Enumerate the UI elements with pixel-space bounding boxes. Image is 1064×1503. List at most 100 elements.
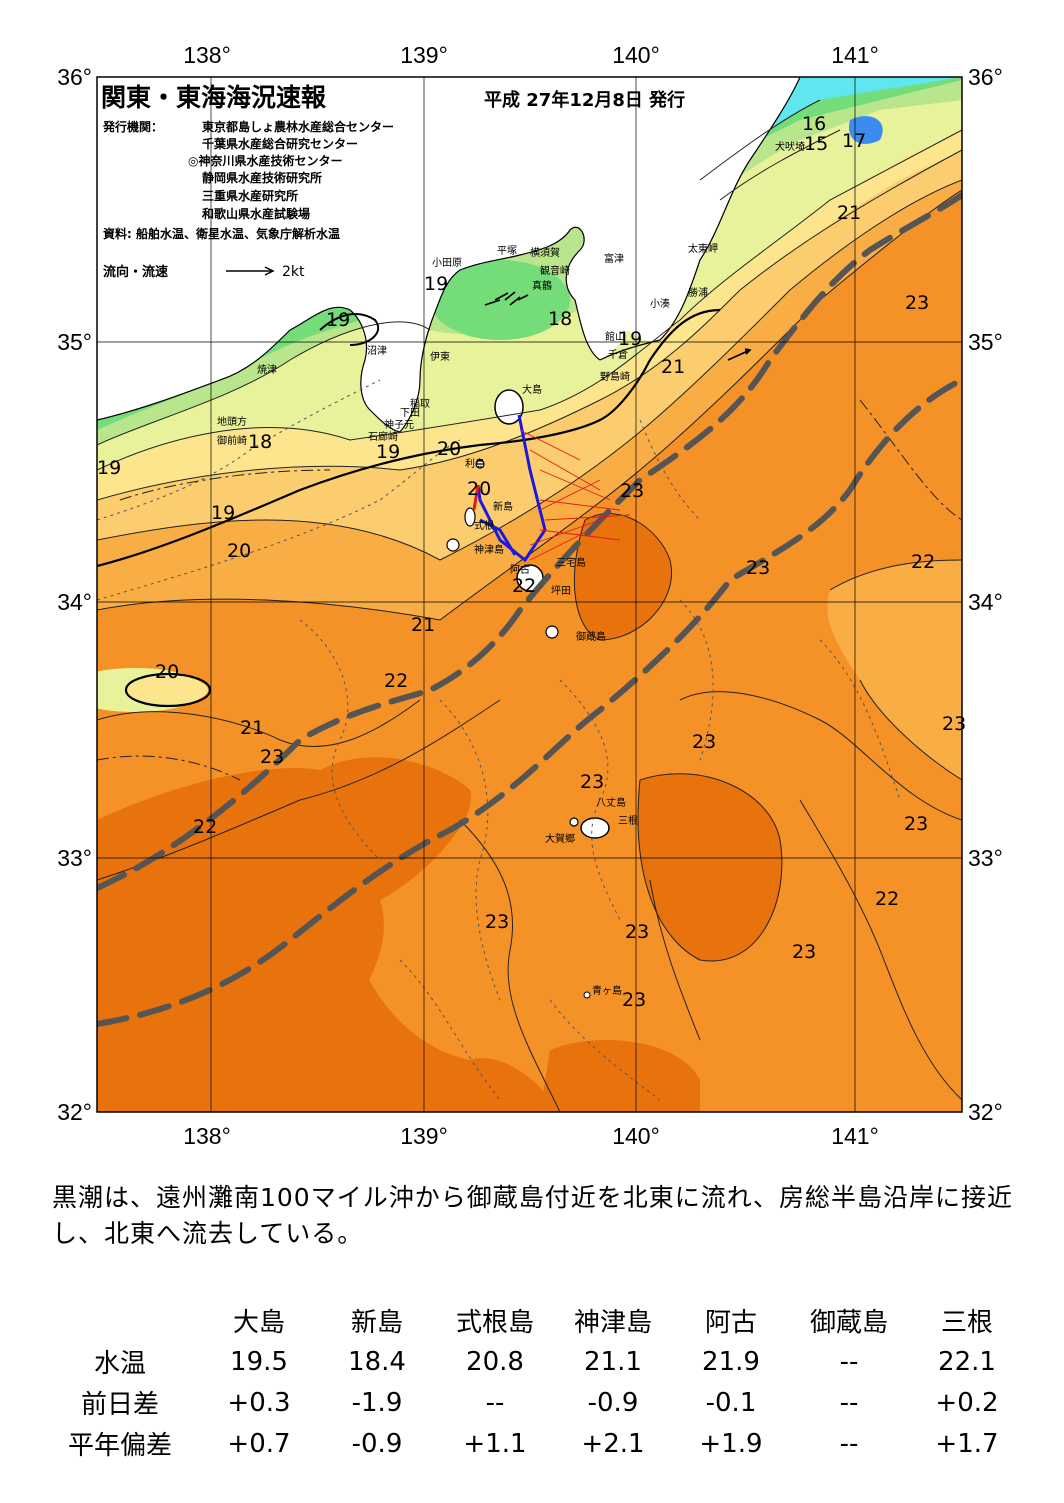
publishers-label: 発行機関： xyxy=(102,119,163,134)
place-toshima: 利島 xyxy=(465,457,485,470)
isotherm-label: 18 xyxy=(548,308,572,330)
isotherm-label: 23 xyxy=(904,813,928,835)
station-header-row: 大島 新島 式根島 神津島 阿古 御蔵島 三根 xyxy=(40,1300,1026,1341)
isotherm-label: 15 xyxy=(804,133,828,155)
lat-left-35: 35° xyxy=(57,329,92,355)
table-cell: +0.3 xyxy=(227,1387,291,1418)
corner-cell xyxy=(40,1300,200,1341)
place-katsuura: 勝浦 xyxy=(688,286,708,299)
kuroshio-summary: 黒潮は、遠州灘南100マイル沖から御蔵島付近を北東に流れ、房総半島沿岸に接近し、… xyxy=(52,1183,1013,1248)
place-inubosaki: 犬吠埼 xyxy=(775,140,805,153)
lon-bottom-138: 138° xyxy=(183,1123,231,1149)
isotherm-label: 23 xyxy=(942,713,966,735)
place-futtsu: 富津 xyxy=(604,252,624,265)
lon-bottom-139: 139° xyxy=(400,1123,448,1149)
isotherm-label: 21 xyxy=(240,717,264,739)
isotherm-label: 18 xyxy=(248,431,272,453)
isotherm-label: 23 xyxy=(746,557,770,579)
place-miyakejima: 三宅島 xyxy=(556,556,586,569)
lon-bottom-141: 141° xyxy=(831,1123,879,1149)
place-taitomisaki: 太東岬 xyxy=(688,242,718,255)
place-yaizu: 焼津 xyxy=(257,364,277,376)
place-yokosuka: 横須賀 xyxy=(530,246,560,259)
isotherm-label: 21 xyxy=(837,202,861,224)
isotherm-label: 20 xyxy=(155,661,179,683)
place-chikura: 千倉 xyxy=(608,348,628,361)
isotherm-label: 23 xyxy=(260,746,284,768)
isotherm-label: 16 xyxy=(802,113,826,135)
lat-right-36: 36° xyxy=(968,64,1003,90)
place-kominato: 小湊 xyxy=(650,297,670,310)
publisher-5: 三重県水産研究所 xyxy=(202,188,298,203)
observation-table: 大島 新島 式根島 神津島 阿古 御蔵島 三根 水温 19.5 18.4 20.… xyxy=(40,1300,1026,1464)
lon-bottom-140: 140° xyxy=(612,1123,660,1149)
isotherm-label: 20 xyxy=(227,540,251,562)
isotherm-label: 23 xyxy=(792,941,816,963)
isotherm-label: 23 xyxy=(625,921,649,943)
lon-top-138: 138° xyxy=(183,42,231,68)
publisher-4: 静岡県水産技術研究所 xyxy=(202,170,322,185)
place-names: 犬吠埼 太東岬 勝浦 小湊 館山 千倉 野島崎 富津 横須賀 観音崎 平塚 小田… xyxy=(217,140,805,997)
lat-left-32: 32° xyxy=(57,1099,92,1125)
row-label: 水温 xyxy=(93,1349,146,1379)
place-manazuru: 真鶴 xyxy=(532,279,552,292)
isotherm-label: 21 xyxy=(411,614,435,636)
station-name: 神津島 xyxy=(573,1308,652,1338)
flow-legend-label: 流向・流速 xyxy=(103,264,168,280)
table-cell: -- xyxy=(839,1428,859,1459)
isotherm-label: 23 xyxy=(580,771,604,793)
table-cell: -- xyxy=(839,1387,859,1418)
row-label: 平年偏差 xyxy=(67,1431,172,1461)
place-ako: 阿古 xyxy=(510,563,530,576)
place-odawara: 小田原 xyxy=(432,257,462,269)
map-title: 関東・東海海況速報 xyxy=(101,83,327,112)
table-cell: 22.1 xyxy=(938,1346,996,1377)
place-mitsune: 三根 xyxy=(618,814,638,827)
table-cell: +1.9 xyxy=(699,1428,763,1459)
place-numazu: 沼津 xyxy=(367,344,387,357)
sea-surface-temperature-field xyxy=(97,77,962,1112)
data-sources: 資料: 船舶水温、衛星水温、気象庁解析水温 xyxy=(103,226,340,241)
isotherm-label: 22 xyxy=(875,888,899,910)
table-cell: +1.7 xyxy=(935,1428,999,1459)
table-cell: 20.8 xyxy=(466,1346,524,1377)
isotherm-label: 19 xyxy=(326,309,350,331)
place-tsubota: 坪田 xyxy=(551,584,571,597)
place-irozaki: 石廊崎 xyxy=(368,430,398,443)
publisher-1: 東京都島しょ農林水産総合センター xyxy=(202,119,394,134)
current-vectors xyxy=(519,429,631,561)
station-name: 阿古 xyxy=(704,1308,757,1338)
place-jitokata: 地頭方 xyxy=(217,415,247,428)
table-cell: +2.1 xyxy=(581,1428,645,1459)
issue-date: 平成 27年12月8日 発行 xyxy=(484,89,685,111)
table-cell: 21.9 xyxy=(702,1346,760,1377)
isotherm-label: 22 xyxy=(384,670,408,692)
isotherm-label: 23 xyxy=(905,292,929,314)
table-cell: 21.1 xyxy=(584,1346,642,1377)
place-omaezaki: 御前崎 xyxy=(217,434,247,447)
place-mikomoto: 神子元 xyxy=(384,418,414,431)
place-mikurajima: 御蔵島 xyxy=(576,630,606,643)
isotherm-label: 22 xyxy=(193,816,217,838)
place-kozushima: 神津島 xyxy=(474,543,504,556)
table-cell: +0.7 xyxy=(227,1428,291,1459)
isotherm-label: 22 xyxy=(512,575,536,597)
table-cell: -0.1 xyxy=(705,1387,757,1418)
lat-left-34: 34° xyxy=(57,589,92,615)
lon-top-140: 140° xyxy=(612,42,660,68)
row-label: 前日差 xyxy=(80,1390,159,1420)
lon-top-139: 139° xyxy=(400,42,448,68)
station-name: 式根島 xyxy=(455,1308,534,1338)
place-hachijojima: 八丈島 xyxy=(596,796,626,809)
table-cell: -- xyxy=(485,1387,505,1418)
isotherm-label: 19 xyxy=(424,273,448,295)
table-cell: -0.9 xyxy=(587,1387,639,1418)
place-okago: 大賀郷 xyxy=(545,832,575,845)
lat-right-35: 35° xyxy=(968,329,1003,355)
publisher-3: ◎神奈川県水産技術センター xyxy=(188,153,342,168)
isotherm-label: 19 xyxy=(97,457,121,479)
isotherm-label: 19 xyxy=(211,502,235,524)
lon-top-141: 141° xyxy=(831,42,879,68)
place-kannonzaki: 観音崎 xyxy=(540,264,570,277)
place-hiratsuka: 平塚 xyxy=(497,245,517,257)
